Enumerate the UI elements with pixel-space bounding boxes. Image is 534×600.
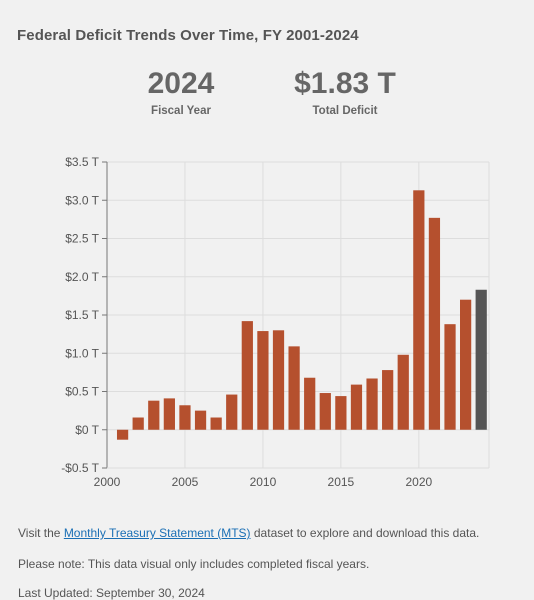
bar-2003 [148, 400, 160, 430]
bar-2002 [132, 417, 144, 430]
bar-2023 [459, 299, 472, 430]
x-tick-label: 2005 [172, 475, 199, 489]
footer-visit-prefix: Visit the [18, 526, 64, 540]
bar-2009 [241, 321, 253, 430]
footer-visit-text: Visit the Monthly Treasury Statement (MT… [18, 526, 479, 540]
total-deficit-value: $1.83 T [294, 67, 396, 100]
y-tick-label: $1.5 T [65, 308, 99, 322]
bar-2024 [475, 289, 487, 430]
x-tick-label: 2000 [94, 475, 121, 489]
chart-title: Federal Deficit Trends Over Time, FY 200… [17, 27, 359, 44]
y-tick-label: $2.0 T [65, 270, 99, 284]
bar-2004 [163, 398, 175, 430]
bar-2008 [226, 394, 238, 430]
fiscal-year-stat: 2024 Fiscal Year [138, 67, 224, 117]
bar-2017 [366, 378, 378, 430]
x-tick-label: 2010 [250, 475, 277, 489]
y-tick-label: -$0.5 T [61, 461, 99, 475]
y-tick-label: $2.5 T [65, 232, 99, 246]
y-tick-label: $0 T [75, 423, 99, 437]
bar-2022 [444, 324, 456, 430]
deficit-bar-chart: -$0.5 T $0 T $0.5 T $1.0 T $1.5 T $2.0 T $2.5 … [61, 155, 490, 489]
y-tick-label: $0.5 T [65, 385, 99, 399]
y-tick-label: $3.0 T [65, 193, 99, 207]
y-tick-label: $1.0 T [65, 346, 99, 360]
bar-2013 [304, 377, 316, 430]
fiscal-year-label: Fiscal Year [151, 105, 211, 117]
bar-2016 [350, 384, 363, 430]
bar-2020 [413, 190, 425, 430]
y-tick-label: $3.5 T [65, 155, 99, 169]
bar-2011 [272, 330, 285, 430]
mts-dataset-link[interactable]: Monthly Treasury Statement (MTS) [63, 526, 251, 540]
x-tick-label: 2015 [328, 475, 355, 489]
bar-2010 [257, 331, 269, 430]
bar-2001 [116, 429, 129, 440]
bar-2018 [382, 370, 394, 430]
footer-note: Please note: This data visual only inclu… [18, 557, 370, 571]
footer-visit-suffix: dataset to explore and download this dat… [250, 526, 480, 540]
bar-2021 [428, 217, 441, 430]
bar-2005 [179, 405, 191, 430]
fiscal-year-value: 2024 [147, 67, 215, 100]
x-tick-label: 2020 [405, 475, 432, 489]
last-updated: Last Updated: September 30, 2024 [18, 586, 205, 600]
bar-2006 [194, 410, 207, 430]
bar-2007 [210, 417, 222, 430]
total-deficit-stat: $1.83 T Total Deficit [285, 67, 405, 117]
bar-2019 [397, 354, 409, 430]
bar-2014 [319, 393, 331, 430]
total-deficit-label: Total Deficit [312, 105, 378, 117]
bar-2015 [335, 396, 347, 430]
bar-2012 [288, 346, 300, 430]
